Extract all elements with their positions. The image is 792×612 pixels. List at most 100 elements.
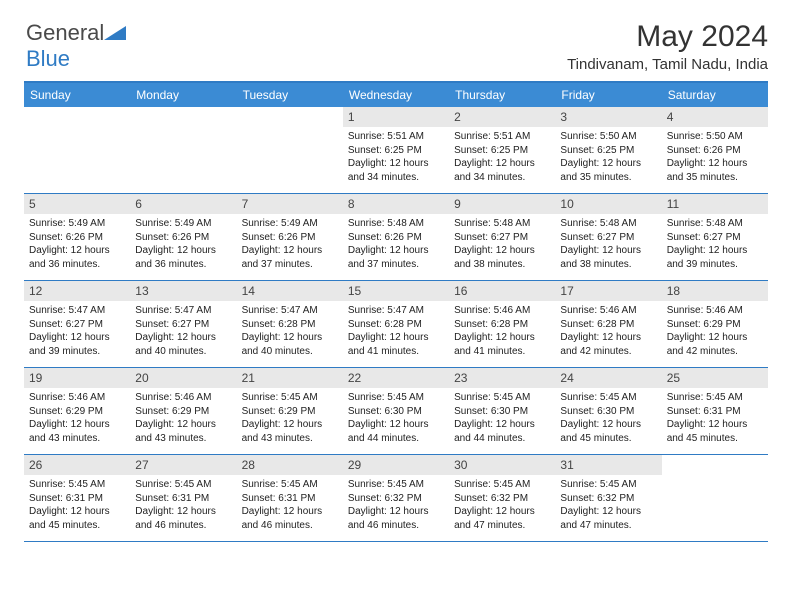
day-cell: 14Sunrise: 5:47 AMSunset: 6:28 PMDayligh… — [237, 281, 343, 367]
day-cell: 9Sunrise: 5:48 AMSunset: 6:27 PMDaylight… — [449, 194, 555, 280]
day-number: 27 — [130, 455, 236, 475]
day-cell: 20Sunrise: 5:46 AMSunset: 6:29 PMDayligh… — [130, 368, 236, 454]
weeks: . . . 1Sunrise: 5:51 AMSunset: 6:25 PMDa… — [24, 107, 768, 542]
month-title: May 2024 — [567, 20, 768, 54]
day-body: Sunrise: 5:51 AMSunset: 6:25 PMDaylight:… — [449, 127, 555, 189]
logo-text-2: Blue — [26, 46, 70, 71]
day-cell: 3Sunrise: 5:50 AMSunset: 6:25 PMDaylight… — [555, 107, 661, 193]
day-cell: 26Sunrise: 5:45 AMSunset: 6:31 PMDayligh… — [24, 455, 130, 541]
day-body: Sunrise: 5:49 AMSunset: 6:26 PMDaylight:… — [130, 214, 236, 276]
day-cell: 8Sunrise: 5:48 AMSunset: 6:26 PMDaylight… — [343, 194, 449, 280]
calendar: Sunday Monday Tuesday Wednesday Thursday… — [24, 81, 768, 542]
week-row: 5Sunrise: 5:49 AMSunset: 6:26 PMDaylight… — [24, 194, 768, 281]
day-number: 13 — [130, 281, 236, 301]
day-number: 1 — [343, 107, 449, 127]
day-cell: 31Sunrise: 5:45 AMSunset: 6:32 PMDayligh… — [555, 455, 661, 541]
day-body: Sunrise: 5:45 AMSunset: 6:31 PMDaylight:… — [237, 475, 343, 537]
day-cell: 30Sunrise: 5:45 AMSunset: 6:32 PMDayligh… — [449, 455, 555, 541]
day-body: Sunrise: 5:45 AMSunset: 6:32 PMDaylight:… — [343, 475, 449, 537]
day-body: Sunrise: 5:46 AMSunset: 6:28 PMDaylight:… — [555, 301, 661, 363]
week-row: . . . 1Sunrise: 5:51 AMSunset: 6:25 PMDa… — [24, 107, 768, 194]
day-number: 16 — [449, 281, 555, 301]
day-cell: 29Sunrise: 5:45 AMSunset: 6:32 PMDayligh… — [343, 455, 449, 541]
day-number: 3 — [555, 107, 661, 127]
weekday-row: Sunday Monday Tuesday Wednesday Thursday… — [24, 83, 768, 107]
logo-triangle-icon — [104, 24, 126, 40]
day-number: 30 — [449, 455, 555, 475]
day-body: Sunrise: 5:50 AMSunset: 6:26 PMDaylight:… — [662, 127, 768, 189]
day-number: 5 — [24, 194, 130, 214]
day-cell: 7Sunrise: 5:49 AMSunset: 6:26 PMDaylight… — [237, 194, 343, 280]
day-number: 15 — [343, 281, 449, 301]
day-body: Sunrise: 5:45 AMSunset: 6:32 PMDaylight:… — [449, 475, 555, 537]
day-number: 23 — [449, 368, 555, 388]
day-cell: 5Sunrise: 5:49 AMSunset: 6:26 PMDaylight… — [24, 194, 130, 280]
day-cell: 4Sunrise: 5:50 AMSunset: 6:26 PMDaylight… — [662, 107, 768, 193]
day-body: Sunrise: 5:45 AMSunset: 6:32 PMDaylight:… — [555, 475, 661, 537]
day-number: 20 — [130, 368, 236, 388]
day-cell: 22Sunrise: 5:45 AMSunset: 6:30 PMDayligh… — [343, 368, 449, 454]
day-number: 6 — [130, 194, 236, 214]
weekday-wednesday: Wednesday — [343, 83, 449, 107]
header: General Blue May 2024 Tindivanam, Tamil … — [24, 20, 768, 73]
day-body: Sunrise: 5:45 AMSunset: 6:31 PMDaylight:… — [662, 388, 768, 450]
day-cell: 1Sunrise: 5:51 AMSunset: 6:25 PMDaylight… — [343, 107, 449, 193]
week-row: 26Sunrise: 5:45 AMSunset: 6:31 PMDayligh… — [24, 455, 768, 542]
day-body: Sunrise: 5:47 AMSunset: 6:28 PMDaylight:… — [343, 301, 449, 363]
day-number: 12 — [24, 281, 130, 301]
day-number: 8 — [343, 194, 449, 214]
day-cell: 10Sunrise: 5:48 AMSunset: 6:27 PMDayligh… — [555, 194, 661, 280]
day-number: 10 — [555, 194, 661, 214]
day-cell: 21Sunrise: 5:45 AMSunset: 6:29 PMDayligh… — [237, 368, 343, 454]
day-number: 19 — [24, 368, 130, 388]
day-cell: 25Sunrise: 5:45 AMSunset: 6:31 PMDayligh… — [662, 368, 768, 454]
day-body: Sunrise: 5:51 AMSunset: 6:25 PMDaylight:… — [343, 127, 449, 189]
day-body: Sunrise: 5:48 AMSunset: 6:26 PMDaylight:… — [343, 214, 449, 276]
weekday-monday: Monday — [130, 83, 236, 107]
day-cell: 13Sunrise: 5:47 AMSunset: 6:27 PMDayligh… — [130, 281, 236, 367]
day-number: 25 — [662, 368, 768, 388]
day-number: 21 — [237, 368, 343, 388]
day-body: Sunrise: 5:45 AMSunset: 6:31 PMDaylight:… — [24, 475, 130, 537]
day-number: 2 — [449, 107, 555, 127]
week-row: 12Sunrise: 5:47 AMSunset: 6:27 PMDayligh… — [24, 281, 768, 368]
weekday-thursday: Thursday — [449, 83, 555, 107]
day-cell: 12Sunrise: 5:47 AMSunset: 6:27 PMDayligh… — [24, 281, 130, 367]
day-body: Sunrise: 5:47 AMSunset: 6:27 PMDaylight:… — [24, 301, 130, 363]
day-body: Sunrise: 5:49 AMSunset: 6:26 PMDaylight:… — [24, 214, 130, 276]
day-number: 22 — [343, 368, 449, 388]
day-cell: 11Sunrise: 5:48 AMSunset: 6:27 PMDayligh… — [662, 194, 768, 280]
day-number: 28 — [237, 455, 343, 475]
weekday-saturday: Saturday — [662, 83, 768, 107]
day-body: Sunrise: 5:46 AMSunset: 6:29 PMDaylight:… — [24, 388, 130, 450]
day-body: Sunrise: 5:49 AMSunset: 6:26 PMDaylight:… — [237, 214, 343, 276]
day-number: 29 — [343, 455, 449, 475]
day-body: Sunrise: 5:46 AMSunset: 6:29 PMDaylight:… — [130, 388, 236, 450]
day-body: Sunrise: 5:46 AMSunset: 6:29 PMDaylight:… — [662, 301, 768, 363]
day-cell: 24Sunrise: 5:45 AMSunset: 6:30 PMDayligh… — [555, 368, 661, 454]
day-cell: . — [662, 455, 768, 541]
day-number: 18 — [662, 281, 768, 301]
day-body: Sunrise: 5:47 AMSunset: 6:28 PMDaylight:… — [237, 301, 343, 363]
logo-text-1: General — [26, 20, 104, 45]
day-cell: 6Sunrise: 5:49 AMSunset: 6:26 PMDaylight… — [130, 194, 236, 280]
day-body: Sunrise: 5:45 AMSunset: 6:30 PMDaylight:… — [343, 388, 449, 450]
day-number: 26 — [24, 455, 130, 475]
day-number: 17 — [555, 281, 661, 301]
day-cell: . — [130, 107, 236, 193]
day-cell: 23Sunrise: 5:45 AMSunset: 6:30 PMDayligh… — [449, 368, 555, 454]
day-number: 9 — [449, 194, 555, 214]
week-row: 19Sunrise: 5:46 AMSunset: 6:29 PMDayligh… — [24, 368, 768, 455]
day-number: 31 — [555, 455, 661, 475]
day-cell: 17Sunrise: 5:46 AMSunset: 6:28 PMDayligh… — [555, 281, 661, 367]
logo-text: General Blue — [26, 20, 126, 72]
logo: General Blue — [24, 20, 126, 72]
day-number: 11 — [662, 194, 768, 214]
day-body: Sunrise: 5:47 AMSunset: 6:27 PMDaylight:… — [130, 301, 236, 363]
title-block: May 2024 Tindivanam, Tamil Nadu, India — [567, 20, 768, 73]
day-cell: 16Sunrise: 5:46 AMSunset: 6:28 PMDayligh… — [449, 281, 555, 367]
day-body: Sunrise: 5:45 AMSunset: 6:31 PMDaylight:… — [130, 475, 236, 537]
weekday-tuesday: Tuesday — [237, 83, 343, 107]
weekday-friday: Friday — [555, 83, 661, 107]
day-cell: . — [24, 107, 130, 193]
